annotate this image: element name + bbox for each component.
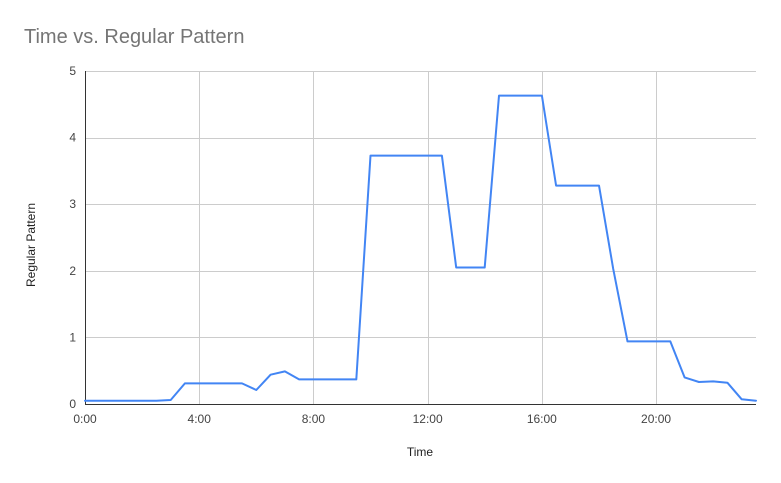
y-tick-label: 2 bbox=[69, 264, 76, 278]
x-tick-label: 12:00 bbox=[413, 412, 443, 426]
x-axis-title: Time bbox=[407, 445, 434, 459]
x-tick-label: 8:00 bbox=[302, 412, 326, 426]
y-tick-label: 0 bbox=[69, 397, 76, 411]
series-line bbox=[84, 94, 757, 402]
y-tick-label: 4 bbox=[69, 131, 76, 145]
y-tick-label: 3 bbox=[69, 197, 76, 211]
y-tick-labels: 0 1 2 3 4 5 bbox=[69, 64, 76, 411]
chart-title: Time vs. Regular Pattern bbox=[24, 26, 244, 48]
y-tick-label: 5 bbox=[69, 64, 76, 78]
y-tick-label: 1 bbox=[69, 330, 76, 344]
x-tick-label: 16:00 bbox=[527, 412, 557, 426]
x-tick-labels: 0:00 4:00 8:00 12:00 16:00 20:00 bbox=[73, 412, 671, 426]
series-layer bbox=[84, 94, 757, 402]
grid bbox=[85, 71, 756, 404]
x-tick-label: 4:00 bbox=[188, 412, 212, 426]
x-tick-label: 20:00 bbox=[641, 412, 671, 426]
axes bbox=[85, 71, 756, 405]
y-axis-title: Regular Pattern bbox=[24, 203, 38, 287]
x-tick-label: 0:00 bbox=[73, 412, 97, 426]
